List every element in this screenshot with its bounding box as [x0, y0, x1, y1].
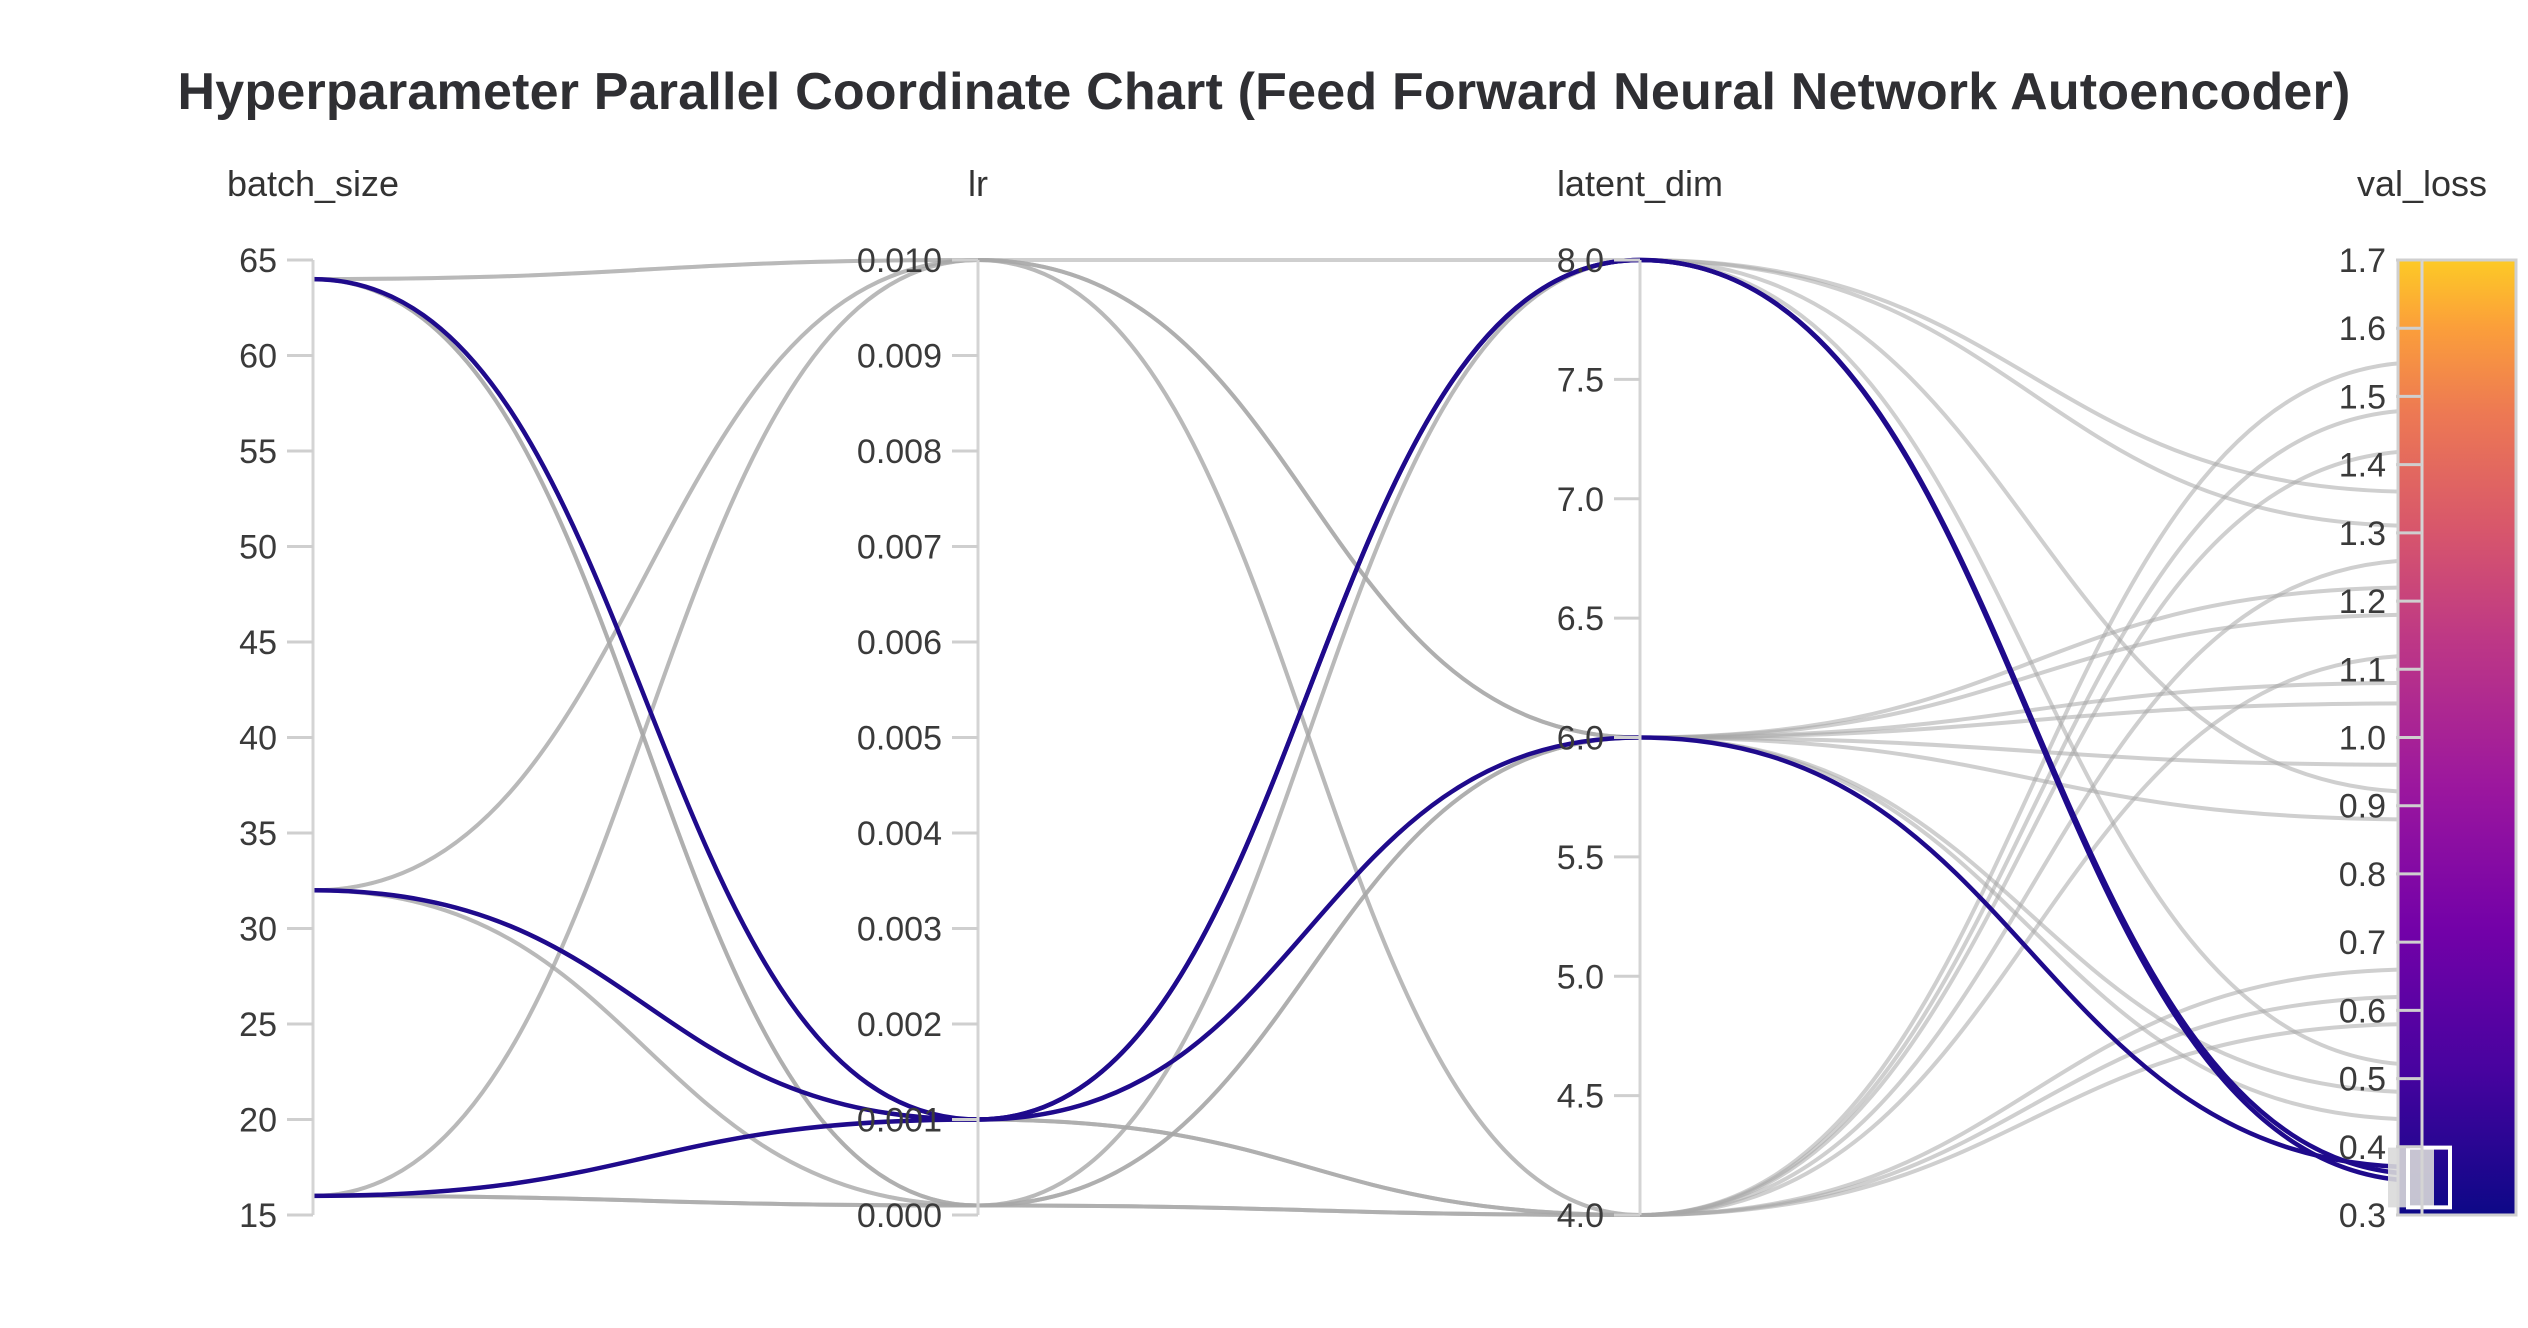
tick-label: 0.006 — [857, 624, 942, 662]
tick-label: 7.0 — [1557, 481, 1604, 519]
axis-val_loss[interactable]: 0.3 0.4 0.5 0.6 0.7 0.8 0.9 1.0 1.1 1.2 1.3 1.4 1.5 1… — [2339, 163, 2518, 1235]
run-line-13 — [312, 257, 2423, 1198]
tick-label: 1.0 — [2339, 720, 2386, 758]
highlighted-run-line-1 — [312, 257, 2423, 1177]
tick-label: 0.8 — [2339, 856, 2386, 894]
tick-label: 1.1 — [2339, 651, 2386, 689]
tick-label: 35 — [239, 815, 277, 853]
tick-label: 1.4 — [2339, 447, 2386, 485]
tick-label: 0.000 — [857, 1197, 942, 1235]
tick-label: 5.0 — [1557, 958, 1604, 996]
tick-label: 0.002 — [857, 1006, 942, 1044]
tick-label: 45 — [239, 624, 277, 662]
tick-label: 55 — [239, 433, 277, 471]
run-line-19 — [312, 257, 2423, 1198]
tick-label: 8.0 — [1557, 242, 1604, 280]
axis-title-lr[interactable]: lr — [968, 163, 988, 204]
polylines-layer — [312, 257, 2423, 1218]
tick-label: 0.7 — [2339, 924, 2386, 962]
tick-label: 5.5 — [1557, 839, 1604, 877]
axis-title-batch_size[interactable]: batch_size — [227, 163, 399, 204]
tick-label: 65 — [239, 242, 277, 280]
run-line-11 — [312, 888, 2423, 1218]
tick-label: 15 — [239, 1197, 277, 1235]
tick-label: 1.3 — [2339, 515, 2386, 553]
tick-label: 1.5 — [2339, 378, 2386, 416]
tick-label: 0.007 — [857, 529, 942, 567]
tick-label: 1.2 — [2339, 583, 2386, 621]
tick-label: 6.5 — [1557, 600, 1604, 638]
run-line-8 — [312, 257, 2423, 1218]
highlighted-run-line-2 — [312, 735, 2423, 1199]
tick-label: 25 — [239, 1006, 277, 1044]
tick-label: 0.004 — [857, 815, 942, 853]
tick-label: 0.6 — [2339, 992, 2386, 1030]
axis-title-val_loss[interactable]: val_loss — [2357, 163, 2487, 204]
axis-title-latent_dim[interactable]: latent_dim — [1557, 163, 1723, 204]
tick-label: 0.3 — [2339, 1197, 2386, 1235]
tick-label: 0.005 — [857, 720, 942, 758]
run-line-17 — [312, 257, 2423, 1208]
tick-label: 40 — [239, 720, 277, 758]
tick-label: 4.5 — [1557, 1078, 1604, 1116]
axes-layer: 1520253035404550556065batch_size0.0000.0… — [227, 163, 2518, 1235]
tick-label: 0.009 — [857, 338, 942, 376]
chart-title: Hyperparameter Parallel Coordinate Chart… — [177, 63, 2351, 121]
tick-label: 4.0 — [1557, 1197, 1604, 1235]
run-line-16 — [312, 680, 2423, 1208]
tick-label: 50 — [239, 529, 277, 567]
tick-label: 1.7 — [2339, 242, 2386, 280]
run-line-18 — [312, 967, 2423, 1218]
tick-label: 0.003 — [857, 911, 942, 949]
tick-label: 7.5 — [1557, 361, 1604, 399]
axis-batch_size[interactable]: 15 20 25 30 35 40 45 50 55 60 65 batch_size — [227, 163, 399, 1235]
highlighted-run-line-0 — [312, 257, 2423, 1184]
tick-label: 0.008 — [857, 433, 942, 471]
run-line-9 — [312, 360, 2423, 1218]
constraint-brush-handle[interactable] — [2388, 1147, 2434, 1208]
tick-label: 0.9 — [2339, 788, 2386, 826]
constraint-brush[interactable] — [2406, 1145, 2452, 1210]
tick-label: 6.0 — [1557, 720, 1604, 758]
axis-latent_dim[interactable]: 4.0 4.5 5.0 5.5 6.0 6.5 7.0 7.5 8.0 latent_dim — [1557, 163, 1723, 1235]
run-line-14 — [312, 257, 2423, 1218]
axis-lr[interactable]: 0.000 0.001 0.002 0.003 0.004 0.005 0.006 0.007… — [857, 163, 988, 1235]
tick-label: 0.4 — [2339, 1129, 2386, 1167]
tick-label: 30 — [239, 911, 277, 949]
tick-label: 20 — [239, 1102, 277, 1140]
tick-label: 1.6 — [2339, 310, 2386, 348]
tick-label: 0.001 — [857, 1102, 942, 1140]
run-line-0 — [312, 257, 2423, 795]
tick-label: 0.010 — [857, 242, 942, 280]
tick-label: 0.5 — [2339, 1061, 2386, 1099]
tick-label: 60 — [239, 338, 277, 376]
